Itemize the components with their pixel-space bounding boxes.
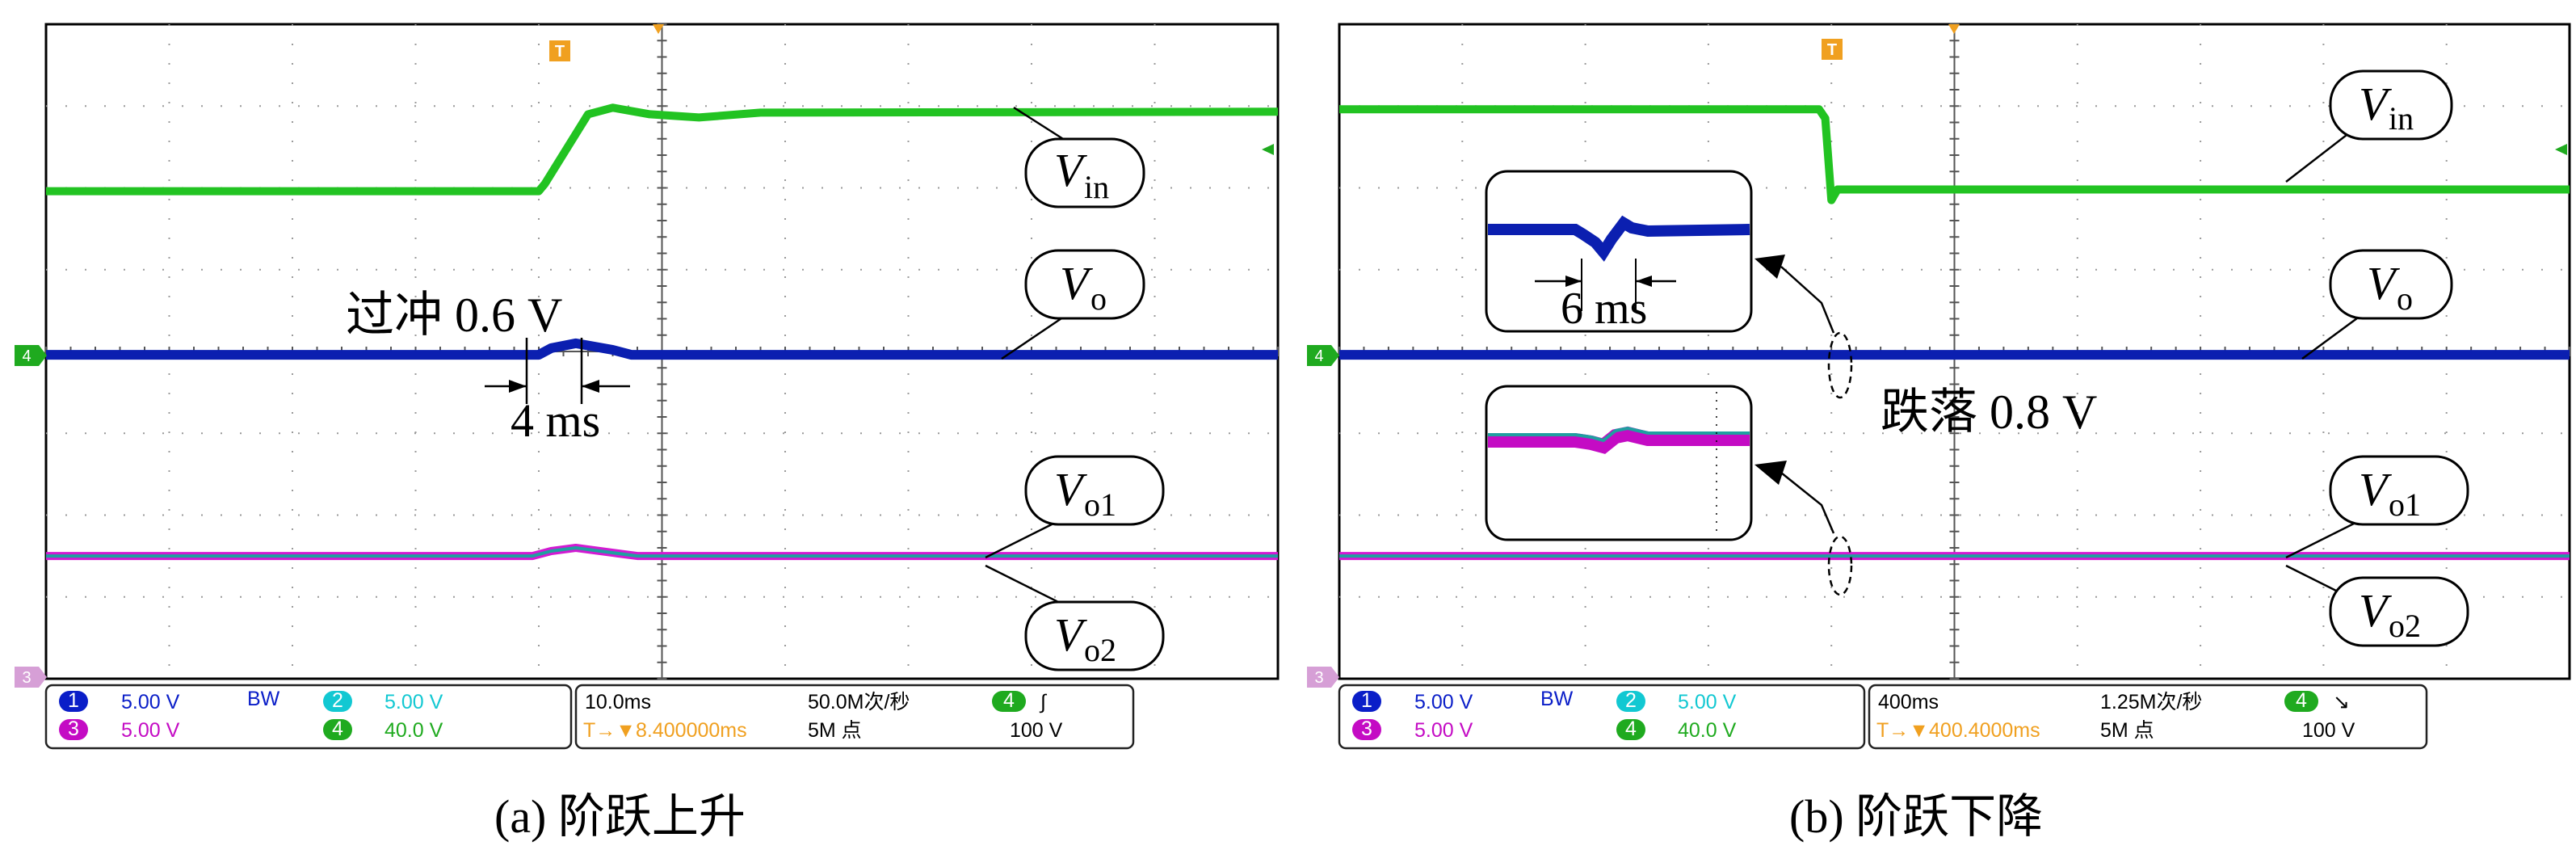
svg-text:3: 3 bbox=[1314, 669, 1323, 687]
svg-text:50.0M次/秒: 50.0M次/秒 bbox=[808, 691, 910, 713]
label-vo-a: V o bbox=[1001, 249, 1145, 360]
svg-text:T: T bbox=[555, 43, 565, 61]
label-vin-b: V in bbox=[2285, 69, 2453, 183]
scope-settings-bar-a: 1 5.00 V BW 2 5.00 V 3 5.00 V 4 40.0 V 1… bbox=[44, 684, 1135, 750]
panel-b: T 4 3 V in V o V bbox=[1262, 23, 2571, 843]
svg-text:40.0 V: 40.0 V bbox=[385, 719, 443, 742]
svg-text:o: o bbox=[1090, 280, 1107, 317]
svg-text:100 V: 100 V bbox=[2302, 719, 2355, 742]
svg-text:o: o bbox=[2397, 280, 2413, 317]
svg-text:in: in bbox=[1084, 169, 1109, 205]
ch3-level-marker: 3 bbox=[15, 667, 47, 688]
caption-a: (a) 阶跃上升 bbox=[494, 790, 746, 843]
trace-vo bbox=[46, 338, 1278, 360]
svg-text:1: 1 bbox=[1361, 689, 1372, 712]
zoom-callout-arrows bbox=[1754, 255, 1853, 596]
svg-text:5M 点: 5M 点 bbox=[2100, 719, 2154, 742]
svg-text:4: 4 bbox=[1625, 718, 1637, 740]
svg-text:2: 2 bbox=[332, 689, 343, 712]
svg-text:V: V bbox=[1054, 144, 1088, 196]
label-vin-a: V in bbox=[1013, 106, 1145, 208]
svg-text:BW: BW bbox=[247, 688, 280, 710]
svg-text:40.0 V: 40.0 V bbox=[1678, 719, 1737, 742]
label-vo1-a: V o1 bbox=[985, 455, 1165, 559]
duration-label-b: 6 ms bbox=[1561, 284, 1647, 334]
ch4-level-marker-b: 4 bbox=[1307, 345, 1339, 366]
label-vo1-b: V o1 bbox=[2285, 455, 2469, 559]
svg-text:4: 4 bbox=[2296, 689, 2307, 712]
svg-text:5.00 V: 5.00 V bbox=[1678, 691, 1737, 713]
svg-text:T→▼400.4000ms: T→▼400.4000ms bbox=[1876, 719, 2040, 742]
svg-text:2: 2 bbox=[1625, 689, 1637, 712]
svg-text:1: 1 bbox=[68, 689, 79, 712]
svg-text:o1: o1 bbox=[1084, 486, 1116, 523]
svg-text:o1: o1 bbox=[2389, 486, 2421, 523]
trace-vin bbox=[46, 103, 1279, 196]
svg-text:BW: BW bbox=[1540, 688, 1574, 710]
drop-annotation: 跌落 0.8 V bbox=[1881, 385, 2097, 439]
svg-text:V: V bbox=[2359, 78, 2393, 130]
svg-text:100 V: 100 V bbox=[1010, 719, 1063, 742]
svg-text:V: V bbox=[2359, 463, 2393, 516]
zoom-inset-vo: 6 ms bbox=[1485, 170, 1753, 334]
panel-a-traces bbox=[46, 103, 1279, 561]
svg-text:400ms: 400ms bbox=[1878, 691, 1939, 713]
panel-a: T 4 3 V in V o V bbox=[15, 23, 1280, 843]
svg-text:T: T bbox=[1827, 41, 1837, 59]
panel-b-traces bbox=[1339, 105, 2570, 561]
svg-text:↘: ↘ bbox=[2333, 691, 2350, 713]
svg-text:V: V bbox=[2359, 584, 2393, 637]
svg-text:V: V bbox=[2367, 257, 2401, 309]
svg-text:V: V bbox=[1054, 463, 1088, 516]
svg-text:4: 4 bbox=[1314, 347, 1323, 365]
svg-text:1.25M次/秒: 1.25M次/秒 bbox=[2100, 691, 2202, 713]
svg-text:5.00 V: 5.00 V bbox=[385, 691, 443, 713]
duration-label-a: 4 ms bbox=[511, 394, 600, 447]
zoom-inset-vo1-vo2 bbox=[1485, 385, 1753, 541]
ch4-level-marker: 4 bbox=[15, 345, 47, 366]
svg-text:5M 点: 5M 点 bbox=[808, 719, 862, 742]
ch4-right-arrow-b bbox=[2555, 144, 2567, 155]
svg-text:5.00 V: 5.00 V bbox=[121, 691, 180, 713]
trace-vin bbox=[1339, 105, 2570, 204]
svg-text:o2: o2 bbox=[1084, 632, 1116, 668]
trace-vo1 bbox=[46, 546, 1278, 558]
svg-text:3: 3 bbox=[1361, 718, 1372, 740]
svg-text:4: 4 bbox=[332, 718, 343, 740]
scope-settings-bar-b: 1 5.00 V BW 2 5.00 V 3 5.00 V 4 40.0 V 4… bbox=[1338, 684, 2428, 750]
trigger-t-marker-b: T bbox=[1822, 39, 1843, 60]
svg-text:5.00 V: 5.00 V bbox=[121, 719, 180, 742]
trigger-position-arrow-b bbox=[1948, 24, 1960, 34]
ch3-level-marker-b: 3 bbox=[1307, 667, 1339, 688]
svg-text:V: V bbox=[1060, 257, 1094, 309]
svg-text:T→▼8.400000ms: T→▼8.400000ms bbox=[583, 719, 747, 742]
svg-text:4: 4 bbox=[22, 347, 31, 365]
svg-text:3: 3 bbox=[68, 718, 79, 740]
trigger-position-arrow bbox=[653, 24, 664, 34]
trigger-t-marker: T bbox=[549, 40, 570, 61]
svg-text:5.00 V: 5.00 V bbox=[1414, 719, 1473, 742]
caption-b: (b) 阶跃下降 bbox=[1789, 790, 2043, 843]
overshoot-annotation: 过冲 0.6 V bbox=[346, 288, 562, 342]
svg-text:3: 3 bbox=[22, 669, 31, 687]
svg-text:V: V bbox=[1054, 608, 1088, 661]
label-vo2-a: V o2 bbox=[985, 564, 1165, 671]
svg-text:∫: ∫ bbox=[1039, 691, 1047, 713]
label-vo2-b: V o2 bbox=[2285, 564, 2469, 647]
svg-text:4: 4 bbox=[1003, 689, 1015, 712]
svg-text:10.0ms: 10.0ms bbox=[585, 691, 651, 713]
svg-text:5.00 V: 5.00 V bbox=[1414, 691, 1473, 713]
ch4-right-arrow-a bbox=[1262, 144, 1274, 155]
label-vo-b: V o bbox=[2301, 249, 2453, 360]
duration-arrow-a bbox=[485, 338, 630, 404]
svg-text:in: in bbox=[2389, 100, 2414, 137]
svg-text:o2: o2 bbox=[2389, 608, 2421, 644]
